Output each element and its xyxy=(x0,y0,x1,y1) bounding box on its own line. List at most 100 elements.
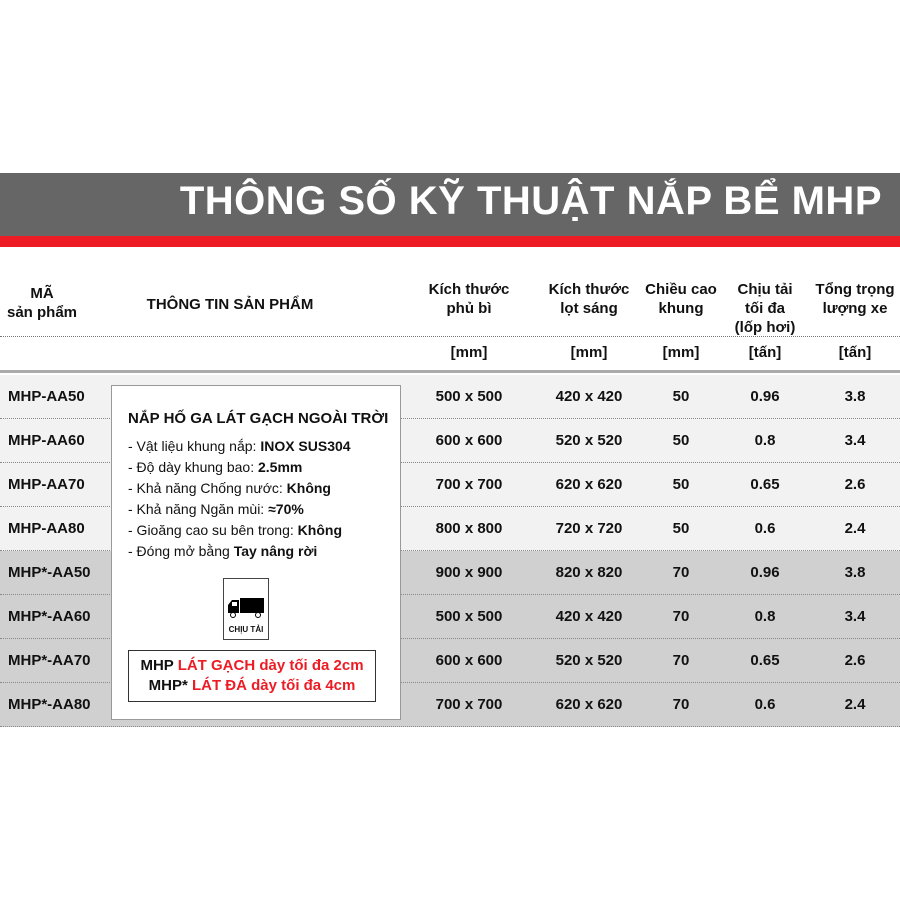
cell-vehicle: 2.4 xyxy=(844,520,866,537)
cell-outer: 500 x 500 xyxy=(435,608,503,625)
feature-value: INOX SUS304 xyxy=(260,438,351,454)
cell-vehicle: 2.6 xyxy=(844,476,866,493)
info-title: NẮP HỐ GA LÁT GẠCH NGOÀI TRỜI xyxy=(128,410,389,427)
accent-stripe xyxy=(0,236,900,247)
cell-code: MHP-AA50 xyxy=(8,388,85,405)
header-line: Kích thước xyxy=(428,281,510,298)
cell-load: 0.8 xyxy=(754,608,776,625)
cell-height: 70 xyxy=(672,652,690,669)
cell-code: MHP*-AA70 xyxy=(8,652,91,669)
cell-clear: 620 x 620 xyxy=(555,476,623,493)
feature-item: - Gioăng cao su bên trong: Không xyxy=(128,522,342,538)
cell-load: 0.8 xyxy=(754,432,776,449)
note-prefix: MHP* xyxy=(148,677,192,694)
cell-clear: 420 x 420 xyxy=(555,608,623,625)
note-line: MHP LÁT GẠCH dày tối đa 2cm xyxy=(129,656,375,676)
header-line: lọt sáng xyxy=(560,300,618,317)
cell-outer: 800 x 800 xyxy=(435,520,503,537)
cell-load: 0.65 xyxy=(750,476,780,493)
feature-label: - Khả năng Ngăn mùi: xyxy=(128,501,269,517)
note-prefix: MHP xyxy=(140,657,178,674)
load-badge: CHỊU TẢI xyxy=(223,578,269,640)
cell-load: 0.6 xyxy=(754,520,776,537)
cell-height: 50 xyxy=(672,476,690,493)
header-line: sản phẩm xyxy=(6,304,78,321)
feature-item: - Khả năng Ngăn mùi: ≈70% xyxy=(128,501,304,517)
feature-value: 2.5mm xyxy=(257,459,303,475)
cell-height: 70 xyxy=(672,564,690,581)
cell-code: MHP*-AA60 xyxy=(8,608,91,625)
header-info: THÔNG TIN SẢN PHẨM xyxy=(146,296,314,313)
cell-outer: 600 x 600 xyxy=(435,432,503,449)
feature-value: Không xyxy=(297,522,342,538)
cell-load: 0.6 xyxy=(754,696,776,713)
header-line: khung xyxy=(658,300,704,317)
cell-vehicle: 3.4 xyxy=(844,608,866,625)
header-code: MÃ sản phẩm xyxy=(0,284,84,322)
title-band: THÔNG SỐ KỸ THUẬT NẮP BỂ MHP xyxy=(0,173,900,237)
feature-item: - Độ dày khung bao: 2.5mm xyxy=(128,459,302,475)
cell-vehicle: 2.4 xyxy=(844,696,866,713)
cell-clear: 720 x 720 xyxy=(555,520,623,537)
cell-vehicle: 3.8 xyxy=(844,564,866,581)
feature-item: - Khả năng Chống nước: Không xyxy=(128,480,331,496)
header-line: Chiều cao xyxy=(645,281,717,298)
cell-vehicle: 3.8 xyxy=(844,388,866,405)
cell-load: 0.96 xyxy=(750,564,780,581)
header-line: (lốp hơi) xyxy=(734,319,796,336)
cell-vehicle: 3.4 xyxy=(844,432,866,449)
cell-height: 70 xyxy=(672,696,690,713)
note-line: MHP* LÁT ĐÁ dày tối đa 4cm xyxy=(129,676,375,696)
feature-item: - Vật liệu khung nắp: INOX SUS304 xyxy=(128,438,351,454)
cell-outer: 700 x 700 xyxy=(435,476,503,493)
header-bottom-rule xyxy=(0,370,900,373)
thickness-note: MHP LÁT GẠCH dày tối đa 2cm MHP* LÁT ĐÁ … xyxy=(128,650,376,702)
cell-load: 0.65 xyxy=(750,652,780,669)
feature-label: - Khả năng Chống nước: xyxy=(128,480,287,496)
cell-clear: 520 x 520 xyxy=(555,432,623,449)
unit-clear: [mm] xyxy=(570,344,608,361)
header-line: MÃ xyxy=(30,285,54,302)
header-line: Kích thước xyxy=(548,281,630,298)
unit-outer: [mm] xyxy=(450,344,488,361)
cell-outer: 900 x 900 xyxy=(435,564,503,581)
cell-code: MHP-AA70 xyxy=(8,476,85,493)
cell-clear: 820 x 820 xyxy=(555,564,623,581)
header-outer: Kích thước phủ bì xyxy=(414,280,524,318)
header-vehicle: Tổng trọng lượng xe xyxy=(810,280,900,318)
product-info-box: NẮP HỐ GA LÁT GẠCH NGOÀI TRỜI - Vật liệu… xyxy=(111,385,401,720)
unit-vehicle: [tấn] xyxy=(838,344,872,361)
cell-outer: 500 x 500 xyxy=(435,388,503,405)
header-line: tối đa xyxy=(745,300,785,317)
cell-height: 50 xyxy=(672,388,690,405)
feature-label: - Gioăng cao su bên trong: xyxy=(128,522,298,538)
feature-label: - Đóng mở bằng xyxy=(128,543,234,559)
header-line: Tổng trọng xyxy=(815,281,895,298)
cell-outer: 700 x 700 xyxy=(435,696,503,713)
page-title: THÔNG SỐ KỸ THUẬT NẮP BỂ MHP xyxy=(179,179,882,223)
feature-value: Không xyxy=(286,480,331,496)
header-load: Chịu tải tối đa (lốp hơi) xyxy=(725,280,805,337)
cell-clear: 520 x 520 xyxy=(555,652,623,669)
feature-value: Tay nâng rời xyxy=(233,543,318,559)
cell-code: MHP*-AA50 xyxy=(8,564,91,581)
header-line: Chịu tải xyxy=(737,281,793,298)
badge-label: CHỊU TẢI xyxy=(228,625,264,634)
cell-outer: 600 x 600 xyxy=(435,652,503,669)
feature-label: - Vật liệu khung nắp: xyxy=(128,438,261,454)
feature-label: - Độ dày khung bao: xyxy=(128,459,258,475)
header-divider xyxy=(0,336,900,337)
cell-load: 0.96 xyxy=(750,388,780,405)
truck-icon xyxy=(228,598,264,618)
feature-item: - Đóng mở bằng Tay nâng rời xyxy=(128,543,317,559)
cell-vehicle: 2.6 xyxy=(844,652,866,669)
cell-height: 50 xyxy=(672,432,690,449)
note-highlight: LÁT ĐÁ dày tối đa 4cm xyxy=(191,677,356,694)
unit-load: [tấn] xyxy=(748,344,782,361)
header-clear: Kích thước lọt sáng xyxy=(534,280,644,318)
cell-code: MHP-AA60 xyxy=(8,432,85,449)
cell-code: MHP*-AA80 xyxy=(8,696,91,713)
cell-height: 70 xyxy=(672,608,690,625)
cell-clear: 420 x 420 xyxy=(555,388,623,405)
cell-code: MHP-AA80 xyxy=(8,520,85,537)
